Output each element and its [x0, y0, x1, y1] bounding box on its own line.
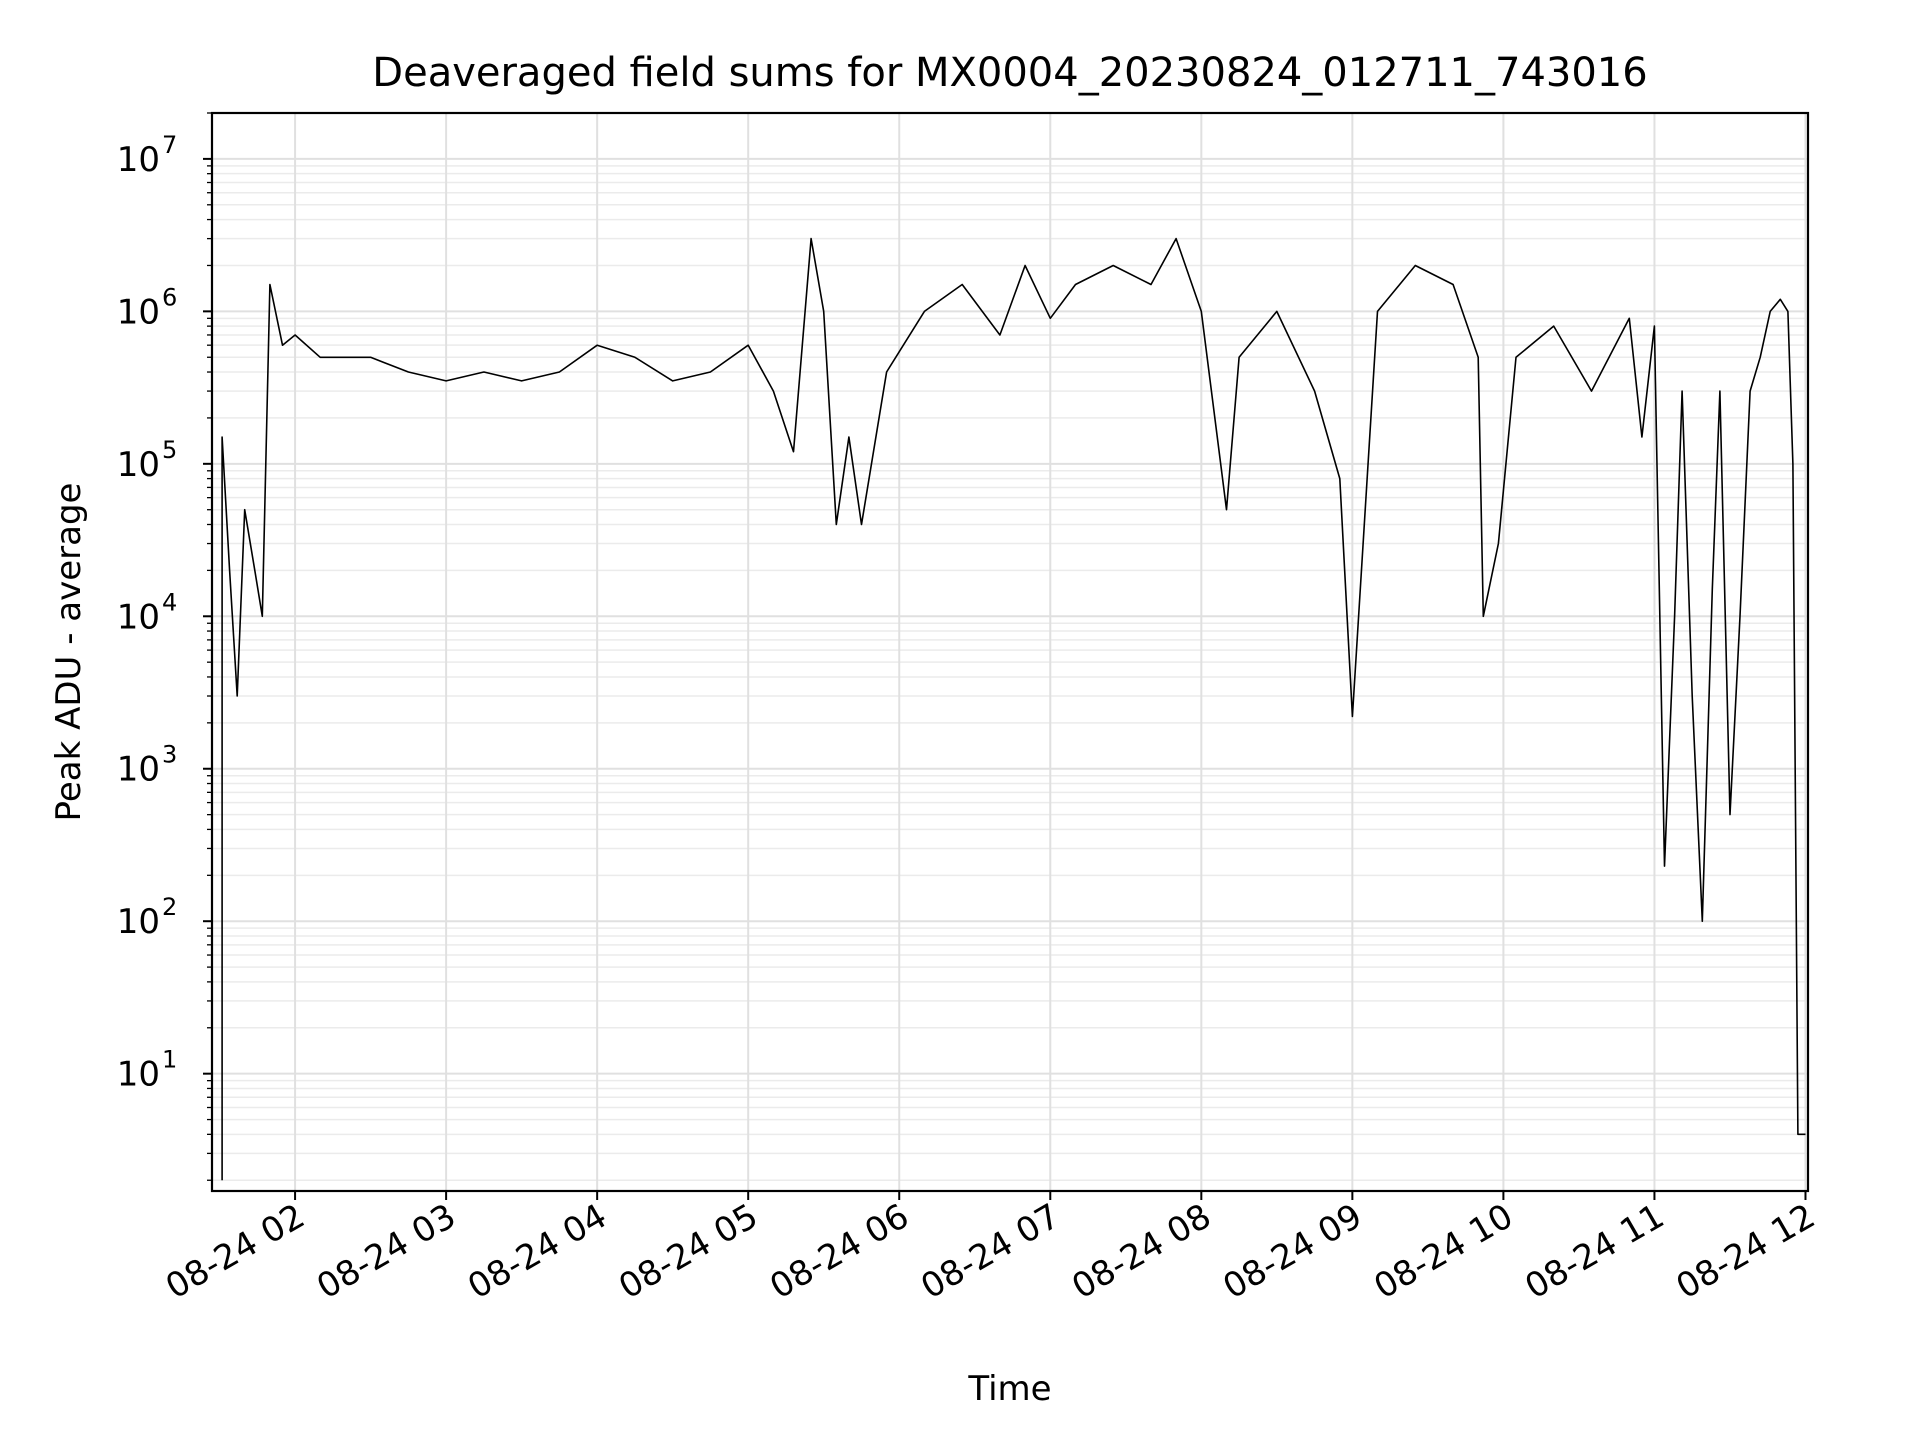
- y-tick-label: 10: [117, 597, 160, 637]
- y-tick-label-exponent: 1: [162, 1046, 177, 1074]
- y-tick-label: 10: [117, 902, 160, 942]
- x-tick-label: 08-24 10: [1368, 1196, 1520, 1307]
- plot-frame: [210, 111, 1810, 1193]
- x-tick-label: 08-24 08: [1065, 1196, 1217, 1307]
- x-axis-title: Time: [967, 1369, 1051, 1409]
- y-tick-label: 10: [117, 1055, 160, 1095]
- x-tick-label: 08-24 12: [1670, 1196, 1822, 1307]
- y-tick-label: 10: [117, 750, 160, 790]
- x-tick-label: 08-24 02: [159, 1196, 311, 1307]
- y-tick-label-exponent: 3: [162, 741, 177, 769]
- grid-layer: [212, 112, 1808, 1191]
- y-tick-label: 10: [117, 292, 160, 332]
- data-series-line: [221, 237, 1806, 1181]
- chart-title: Deaveraged field sums for MX0004_2023082…: [372, 50, 1647, 96]
- y-tick-label-exponent: 5: [162, 436, 177, 464]
- x-tick-label: 08-24 04: [461, 1196, 613, 1307]
- x-tick-label: 08-24 07: [914, 1196, 1066, 1307]
- y-tick-label-exponent: 2: [162, 893, 177, 921]
- x-tick-label: 08-24 05: [612, 1196, 764, 1307]
- data-layer: [221, 237, 1806, 1181]
- y-tick-label-exponent: 4: [162, 588, 177, 616]
- x-tick-label: 08-24 06: [763, 1196, 915, 1307]
- y-tick-label: 10: [117, 140, 160, 180]
- y-tick-label-exponent: 6: [162, 283, 177, 311]
- x-tick-label: 08-24 03: [310, 1196, 462, 1307]
- y-tick-label: 10: [117, 445, 160, 485]
- x-tick-label: 08-24 09: [1216, 1196, 1368, 1307]
- y-tick-label-exponent: 7: [162, 131, 177, 159]
- y-axis-title: Peak ADU - average: [49, 483, 89, 822]
- x-tick-label: 08-24 11: [1519, 1196, 1671, 1307]
